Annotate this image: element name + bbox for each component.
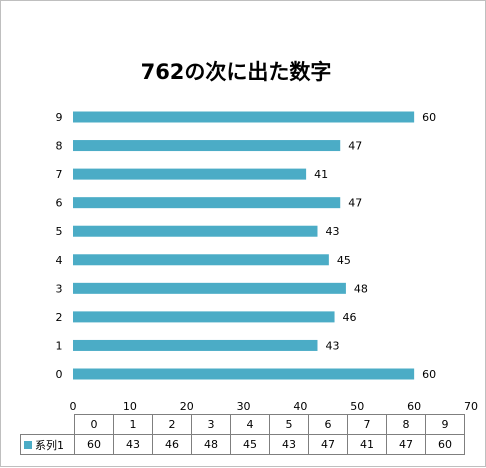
category-label-1: 1 xyxy=(56,339,63,352)
data-table-header-4: 4 xyxy=(230,414,270,435)
legend-swatch xyxy=(24,440,32,449)
bar-6 xyxy=(73,197,341,209)
data-table-header-7: 7 xyxy=(347,414,387,435)
bar-9 xyxy=(73,111,415,123)
bar-3 xyxy=(73,282,346,294)
bar-7 xyxy=(73,168,307,180)
data-label-5: 43 xyxy=(325,225,339,238)
data-table-header-6: 6 xyxy=(308,414,348,435)
category-label-5: 5 xyxy=(56,225,63,238)
data-table-header-8: 8 xyxy=(386,414,426,435)
x-tick-label-0: 0 xyxy=(70,400,77,413)
chart-title: 762の次に出た数字 xyxy=(140,60,332,84)
data-table-value-2: 46 xyxy=(152,434,192,455)
data-labels-layer: 60 43 46 48 45 43 47 41 47 60 xyxy=(314,111,436,381)
bar-8 xyxy=(73,140,341,152)
category-label-6: 6 xyxy=(56,197,63,210)
data-table-value-9: 60 xyxy=(425,434,465,455)
bar-0 xyxy=(73,368,415,380)
data-label-1: 43 xyxy=(325,339,339,352)
bars-layer xyxy=(73,111,415,380)
data-table-value-4: 45 xyxy=(230,434,270,455)
data-table-series-key: 系列1 xyxy=(20,434,75,455)
category-label-0: 0 xyxy=(56,368,63,381)
data-table-value-8: 47 xyxy=(386,434,426,455)
data-label-4: 45 xyxy=(337,254,351,267)
data-label-2: 46 xyxy=(343,311,357,324)
x-tick-label-10: 10 xyxy=(123,400,137,413)
data-table-header-1: 1 xyxy=(113,414,153,435)
category-label-3: 3 xyxy=(56,282,63,295)
category-label-8: 8 xyxy=(56,140,63,153)
data-table-value-3: 48 xyxy=(191,434,231,455)
category-label-7: 7 xyxy=(56,168,63,181)
data-table-value-6: 47 xyxy=(308,434,348,455)
data-table-header-0: 0 xyxy=(74,414,114,435)
x-tick-label-70: 70 xyxy=(464,400,478,413)
x-tick-label-60: 60 xyxy=(407,400,421,413)
data-label-6: 47 xyxy=(348,197,362,210)
x-tick-label-30: 30 xyxy=(237,400,251,413)
data-label-9: 60 xyxy=(422,111,436,124)
bar-2 xyxy=(73,311,335,323)
data-label-0: 60 xyxy=(422,368,436,381)
data-table-header-2: 2 xyxy=(152,414,192,435)
category-label-4: 4 xyxy=(56,254,63,267)
data-label-3: 48 xyxy=(354,282,368,295)
data-label-7: 41 xyxy=(314,168,328,181)
data-table-corner-cell xyxy=(20,414,75,435)
x-tick-label-20: 20 xyxy=(180,400,194,413)
bar-4 xyxy=(73,254,329,266)
category-label-9: 9 xyxy=(56,111,63,124)
data-table-value-5: 43 xyxy=(269,434,309,455)
data-table-value-0: 60 xyxy=(74,434,114,455)
bar-1 xyxy=(73,339,318,351)
bar-5 xyxy=(73,225,318,237)
category-label-2: 2 xyxy=(56,311,63,324)
data-label-8: 47 xyxy=(348,140,362,153)
data-table-header-5: 5 xyxy=(269,414,309,435)
data-table-header-9: 9 xyxy=(425,414,465,435)
series-name: 系列1 xyxy=(35,438,64,452)
category-labels-layer: 0 1 2 3 4 5 6 7 8 9 xyxy=(56,111,63,381)
x-axis-layer: 0 10 20 30 40 50 60 70 xyxy=(70,400,479,413)
data-table-value-row: 系列1 60 43 46 48 45 43 47 41 47 60 xyxy=(20,434,465,455)
data-table-header-3: 3 xyxy=(191,414,231,435)
data-table-value-1: 43 xyxy=(113,434,153,455)
x-tick-label-40: 40 xyxy=(293,400,307,413)
x-tick-label-50: 50 xyxy=(350,400,364,413)
data-table-value-7: 41 xyxy=(347,434,387,455)
